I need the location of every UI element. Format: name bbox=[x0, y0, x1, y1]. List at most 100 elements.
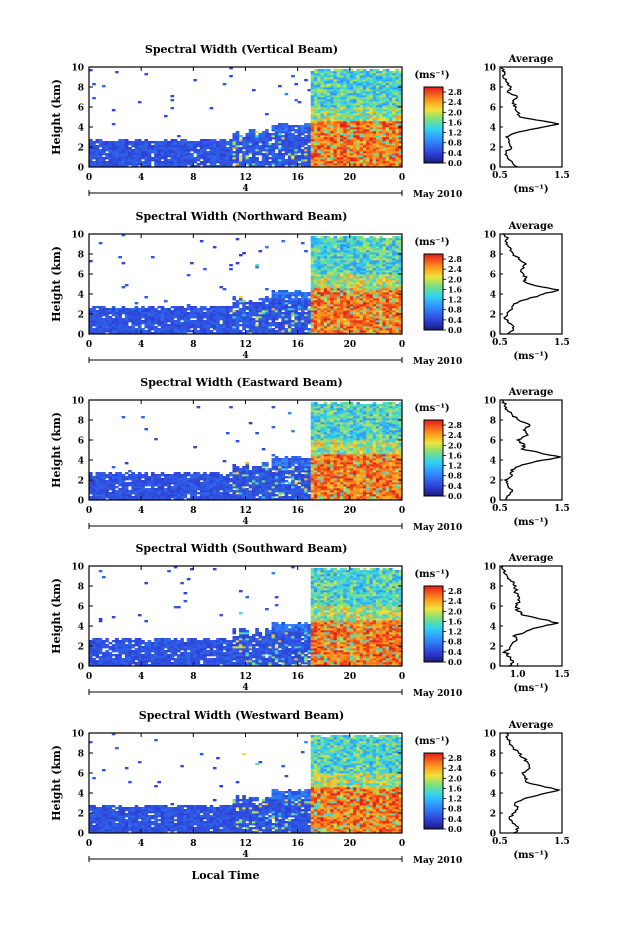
heatmap-cell bbox=[395, 296, 399, 298]
heatmap-cell bbox=[317, 119, 321, 121]
heatmap-cell bbox=[281, 127, 285, 129]
heatmap-cell bbox=[112, 312, 116, 314]
heatmap-cell bbox=[360, 141, 364, 143]
heatmap-cell bbox=[350, 93, 354, 95]
heatmap-cell bbox=[252, 318, 256, 320]
heatmap-cell bbox=[363, 127, 367, 129]
heatmap-cell bbox=[229, 318, 233, 320]
heatmap-cell bbox=[320, 109, 324, 111]
heatmap-cell bbox=[314, 111, 318, 113]
heatmap-cell bbox=[373, 292, 377, 294]
heatmap-cell bbox=[350, 300, 354, 302]
heatmap-cell bbox=[395, 258, 399, 260]
heatmap-cell bbox=[379, 236, 383, 238]
heatmap-cell bbox=[389, 294, 393, 296]
heatmap-cell bbox=[347, 113, 351, 115]
heatmap-cell bbox=[343, 282, 347, 284]
heatmap-cell bbox=[392, 268, 396, 270]
heatmap-cell bbox=[337, 290, 341, 292]
heatmap-cell bbox=[334, 292, 338, 294]
heatmap-cell bbox=[334, 115, 338, 117]
heatmap-cell bbox=[369, 270, 373, 272]
heatmap-cell bbox=[366, 316, 370, 318]
heatmap-cell bbox=[259, 250, 263, 252]
heatmap-cell bbox=[330, 272, 334, 274]
heatmap-cell bbox=[187, 328, 191, 330]
heatmap-cell bbox=[281, 159, 285, 161]
heatmap-cell bbox=[190, 153, 194, 155]
heatmap-cell bbox=[255, 149, 259, 151]
heatmap-cell bbox=[389, 75, 393, 77]
date-label: May 2010 bbox=[413, 190, 462, 200]
heatmap-cell bbox=[366, 163, 370, 165]
heatmap-cell bbox=[382, 145, 386, 147]
heatmap-cell bbox=[246, 161, 250, 163]
heatmap-cell bbox=[187, 141, 191, 143]
heatmap-cell bbox=[356, 250, 360, 252]
heatmap-cell bbox=[376, 81, 380, 83]
heatmap-cell bbox=[363, 121, 367, 123]
heatmap-cell bbox=[122, 330, 126, 332]
heatmap-cell bbox=[353, 306, 357, 308]
heatmap-cell bbox=[255, 326, 259, 328]
heatmap-cell bbox=[291, 328, 295, 330]
heatmap-cell bbox=[213, 322, 217, 324]
heatmap-cell bbox=[369, 101, 373, 103]
heatmap-cell bbox=[151, 157, 155, 159]
heatmap-cell bbox=[92, 476, 96, 478]
heatmap-cell bbox=[259, 318, 263, 320]
heatmap-cell bbox=[259, 314, 263, 316]
heatmap-cell bbox=[288, 310, 292, 312]
heatmap-cell bbox=[180, 322, 184, 324]
heatmap-cell bbox=[389, 127, 393, 129]
heatmap-cell bbox=[125, 314, 129, 316]
heatmap-cell bbox=[392, 326, 396, 328]
heatmap-cell bbox=[356, 145, 360, 147]
heatmap-cell bbox=[363, 244, 367, 246]
heatmap-cell bbox=[122, 139, 126, 141]
heatmap-cell bbox=[193, 330, 197, 332]
heatmap-cell bbox=[386, 310, 390, 312]
heatmap-cell bbox=[373, 137, 377, 139]
heatmap-cell bbox=[379, 161, 383, 163]
heatmap-cell bbox=[379, 322, 383, 324]
heatmap-cell bbox=[301, 159, 305, 161]
heatmap-cell bbox=[177, 143, 181, 145]
heatmap-cell bbox=[154, 147, 158, 149]
heatmap-cell bbox=[272, 320, 276, 322]
colorbar-unit: (ms⁻¹) bbox=[414, 237, 449, 248]
heatmap-cell bbox=[392, 272, 396, 274]
heatmap-cell bbox=[216, 159, 220, 161]
heatmap-cell bbox=[246, 306, 250, 308]
heatmap-cell bbox=[334, 73, 338, 75]
heatmap-cell bbox=[373, 123, 377, 125]
heatmap-cell bbox=[92, 316, 96, 318]
heatmap-cell bbox=[347, 322, 351, 324]
heatmap-cell bbox=[324, 258, 328, 260]
heatmap-cell bbox=[304, 149, 308, 151]
heatmap-cell bbox=[112, 306, 116, 308]
heatmap-cell bbox=[395, 157, 399, 159]
heatmap-cell bbox=[386, 123, 390, 125]
heatmap-cell bbox=[301, 129, 305, 131]
heatmap-cell bbox=[395, 79, 399, 81]
heatmap-cell bbox=[301, 330, 305, 332]
heatmap-cell bbox=[213, 155, 217, 157]
heatmap-cell bbox=[382, 85, 386, 87]
heatmap-cell bbox=[353, 324, 357, 326]
heatmap-cell bbox=[330, 244, 334, 246]
heatmap-cell bbox=[144, 314, 148, 316]
heatmap-cell bbox=[278, 153, 282, 155]
heatmap-cell bbox=[314, 107, 318, 109]
heatmap-cell bbox=[314, 316, 318, 318]
heatmap-cell bbox=[347, 270, 351, 272]
heatmap-cell bbox=[304, 298, 308, 300]
x-tick-label: 20 bbox=[344, 173, 357, 183]
heatmap-cell bbox=[246, 153, 250, 155]
heatmap-cell bbox=[320, 151, 324, 153]
heatmap-cell bbox=[164, 326, 168, 328]
heatmap-cell bbox=[288, 306, 292, 308]
heatmap-cell bbox=[360, 294, 364, 296]
heatmap-cell bbox=[246, 326, 250, 328]
heatmap-cell bbox=[92, 328, 96, 330]
